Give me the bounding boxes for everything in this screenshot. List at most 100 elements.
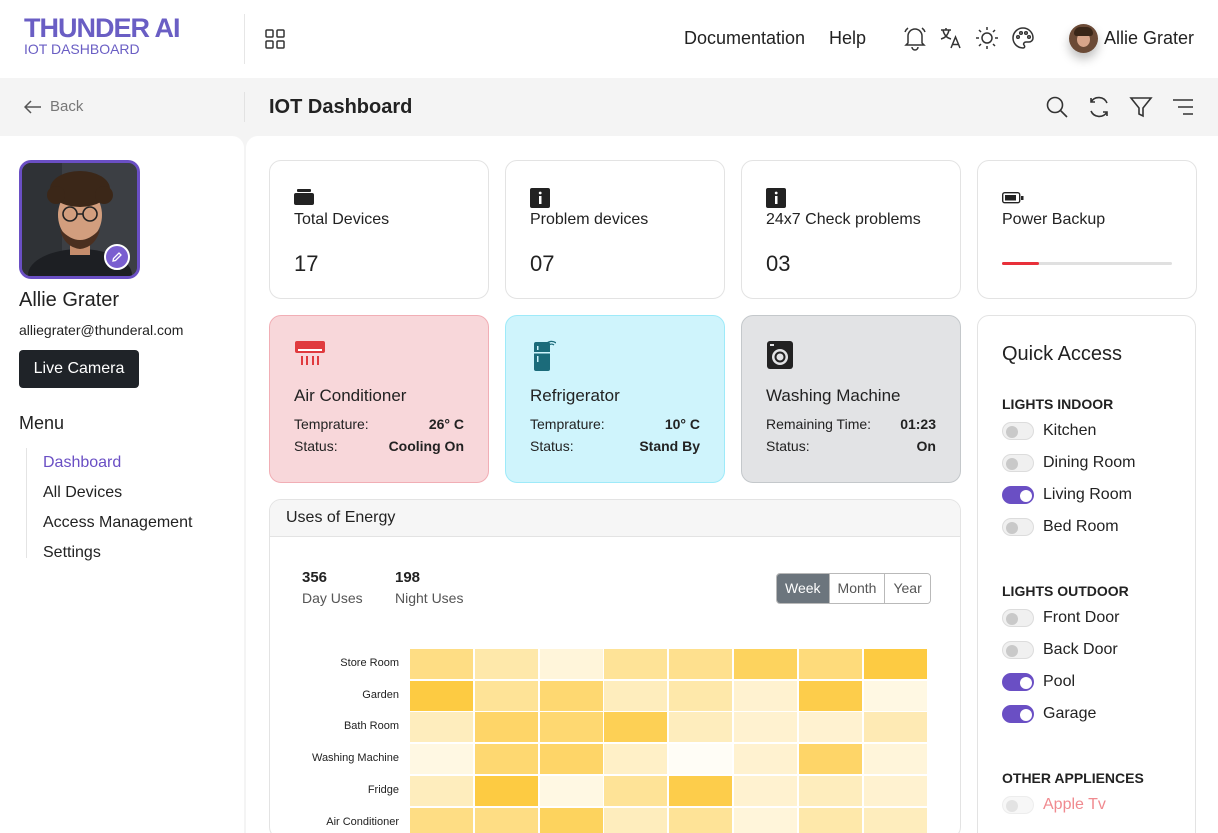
stat-card-total-devices[interactable]: Total Devices 17	[269, 160, 489, 299]
heatmap-cell[interactable]	[604, 775, 668, 806]
sun-icon[interactable]	[974, 25, 1000, 51]
search-icon[interactable]	[1044, 94, 1070, 120]
refresh-icon[interactable]	[1086, 94, 1112, 120]
toggle-switch[interactable]	[1002, 796, 1034, 814]
heatmap-cell[interactable]	[539, 807, 603, 833]
heatmap-cell[interactable]	[863, 712, 927, 743]
heatmap-cell[interactable]	[539, 712, 603, 743]
period-year-button[interactable]: Year	[884, 574, 930, 603]
heatmap-cell[interactable]	[474, 775, 538, 806]
toggle-label: Apple Tv	[1043, 796, 1106, 813]
sidebar-item-all-devices[interactable]: All Devices	[43, 484, 123, 501]
heatmap-cell[interactable]	[863, 775, 927, 806]
brand-logo[interactable]: THUNDER AI IOT DASHBOARD	[24, 14, 180, 56]
heatmap-cell[interactable]	[474, 649, 538, 679]
toggle-switch[interactable]	[1002, 454, 1034, 472]
heatmap-cell[interactable]	[863, 649, 927, 679]
heatmap-cell[interactable]	[669, 649, 733, 679]
toggle-switch[interactable]	[1002, 486, 1034, 504]
heatmap-cell[interactable]	[410, 775, 473, 806]
stat-label: Power Backup	[1002, 211, 1106, 228]
toggle-switch[interactable]	[1002, 641, 1034, 659]
heatmap-cell[interactable]	[474, 744, 538, 775]
menu-lines-icon[interactable]	[1170, 94, 1196, 120]
heatmap-cell[interactable]	[474, 807, 538, 833]
toggle-switch[interactable]	[1002, 518, 1034, 536]
quick-toggle-apple-tv[interactable]: Apple Tv	[1002, 796, 1106, 814]
heatmap-cell[interactable]	[604, 712, 668, 743]
device-card-air-conditioner[interactable]: Air Conditioner Temprature: 26° C Status:…	[269, 315, 489, 483]
heatmap-cell[interactable]	[410, 712, 473, 743]
stat-card-check-problems[interactable]: 24x7 Check problems 03	[741, 160, 961, 299]
heatmap-cell[interactable]	[604, 680, 668, 711]
heatmap-cell[interactable]	[798, 649, 862, 679]
heatmap-cell[interactable]	[410, 744, 473, 775]
quick-toggle-dining-room[interactable]: Dining Room	[1002, 454, 1135, 472]
sidebar-item-settings[interactable]: Settings	[43, 544, 101, 561]
apps-grid-icon[interactable]	[264, 28, 286, 50]
heatmap-cell[interactable]	[798, 680, 862, 711]
device-card-washing-machine[interactable]: Washing Machine Remaining Time: 01:23 Sta…	[741, 315, 961, 483]
quick-toggle-front-door[interactable]: Front Door	[1002, 609, 1119, 627]
heatmap-cell[interactable]	[734, 680, 797, 711]
period-week-button[interactable]: Week	[777, 574, 829, 603]
heatmap-cell[interactable]	[734, 712, 797, 743]
back-button[interactable]: Back	[24, 98, 83, 115]
heatmap-cell[interactable]	[410, 680, 473, 711]
heatmap-cell[interactable]	[798, 775, 862, 806]
sidebar-item-access-management[interactable]: Access Management	[43, 514, 193, 531]
heatmap-cell[interactable]	[604, 807, 668, 833]
heatmap-cell[interactable]	[539, 744, 603, 775]
stat-card-problem-devices[interactable]: Problem devices 07	[505, 160, 725, 299]
heatmap-cell[interactable]	[604, 649, 668, 679]
quick-toggle-garage[interactable]: Garage	[1002, 705, 1096, 723]
heatmap-cell[interactable]	[734, 775, 797, 806]
heatmap-cell[interactable]	[410, 649, 473, 679]
sidebar-item-dashboard[interactable]: Dashboard	[43, 454, 122, 471]
heatmap-cell[interactable]	[604, 744, 668, 775]
palette-icon[interactable]	[1010, 25, 1036, 51]
heatmap-cell[interactable]	[798, 744, 862, 775]
heatmap-cell[interactable]	[410, 807, 473, 833]
user-menu[interactable]: Allie Grater	[1069, 24, 1194, 53]
heatmap-cell[interactable]	[474, 680, 538, 711]
documentation-link[interactable]: Documentation	[684, 28, 806, 48]
heatmap-cell[interactable]	[539, 649, 603, 679]
heatmap-cell[interactable]	[798, 712, 862, 743]
heatmap-cell[interactable]	[669, 775, 733, 806]
heatmap-cell[interactable]	[539, 680, 603, 711]
heatmap-cell[interactable]	[734, 744, 797, 775]
heatmap-cell[interactable]	[863, 744, 927, 775]
heatmap-cell[interactable]	[863, 807, 927, 833]
help-link[interactable]: Help	[829, 28, 867, 48]
stat-card-power-backup[interactable]: Power Backup	[977, 160, 1197, 299]
heatmap-cell[interactable]	[539, 775, 603, 806]
energy-usage-card: Uses of Energy 356 Day Uses 198 Night Us…	[269, 499, 961, 833]
translate-icon[interactable]	[938, 25, 964, 51]
toggle-switch[interactable]	[1002, 422, 1034, 440]
period-month-button[interactable]: Month	[828, 574, 885, 603]
bell-icon[interactable]	[902, 25, 928, 51]
heatmap-cell[interactable]	[669, 680, 733, 711]
heatmap-cell[interactable]	[863, 680, 927, 711]
toggle-switch[interactable]	[1002, 673, 1034, 691]
heatmap-cell[interactable]	[669, 712, 733, 743]
edit-photo-button[interactable]	[104, 244, 130, 270]
quick-toggle-living-room[interactable]: Living Room	[1002, 486, 1132, 504]
quick-toggle-kitchen[interactable]: Kitchen	[1002, 422, 1096, 440]
heatmap-cell[interactable]	[798, 807, 862, 833]
quick-toggle-back-door[interactable]: Back Door	[1002, 641, 1118, 659]
quick-toggle-pool[interactable]: Pool	[1002, 673, 1075, 691]
filter-icon[interactable]	[1128, 94, 1154, 120]
device-card-refrigerator[interactable]: Refrigerator Temprature: 10° C Status: Sta…	[505, 315, 725, 483]
heatmap-cell[interactable]	[669, 807, 733, 833]
heatmap-cell[interactable]	[734, 649, 797, 679]
avatar	[1069, 24, 1098, 53]
live-camera-button[interactable]: Live Camera	[19, 350, 139, 388]
toggle-switch[interactable]	[1002, 705, 1034, 723]
heatmap-cell[interactable]	[734, 807, 797, 833]
quick-toggle-bed-room[interactable]: Bed Room	[1002, 518, 1119, 536]
heatmap-cell[interactable]	[669, 744, 733, 775]
toggle-switch[interactable]	[1002, 609, 1034, 627]
heatmap-cell[interactable]	[474, 712, 538, 743]
